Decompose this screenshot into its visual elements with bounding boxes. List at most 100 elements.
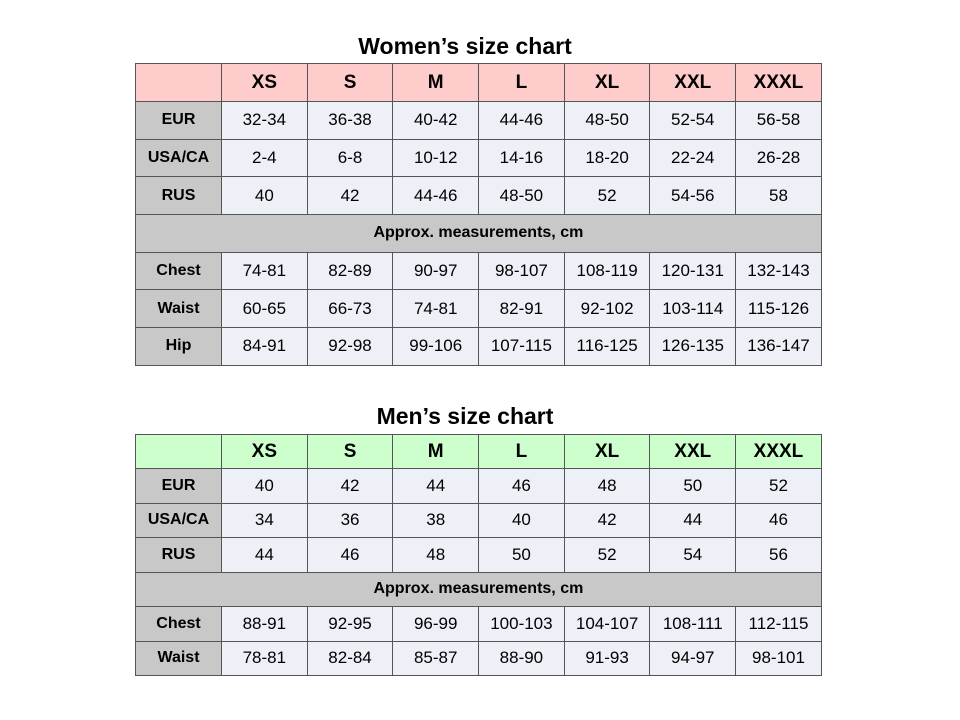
table-cell: 56 [735, 537, 822, 573]
table-cell: 82-91 [478, 289, 565, 329]
table-cell: 10-12 [392, 138, 480, 178]
table-cell: 50 [649, 468, 737, 504]
table-cell: 40 [221, 176, 308, 216]
table-row-hip: Hip 84-91 92-98 99-106 107-115 116-125 1… [135, 327, 822, 366]
table-cell: 44-46 [392, 176, 480, 216]
table-cell: 44 [221, 537, 308, 573]
row-label: Hip [135, 327, 222, 366]
table-cell: 36 [306, 502, 394, 538]
table-cell: 6-8 [306, 138, 394, 178]
table-row-rus: RUS 40 42 44-46 48-50 52 54-56 58 [135, 176, 822, 216]
size-header: XXXL [735, 434, 822, 469]
size-header: S [306, 63, 394, 102]
table-cell: 82-84 [306, 640, 394, 676]
table-row-waist: Waist 78-81 82-84 85-87 88-90 91-93 94-9… [135, 640, 822, 676]
table-cell: 104-107 [563, 606, 651, 642]
size-header: M [392, 434, 480, 469]
table-cell: 126-135 [649, 327, 737, 366]
table-cell: 14-16 [478, 138, 565, 178]
table-row-chest: Chest 74-81 82-89 90-97 98-107 108-119 1… [135, 251, 822, 291]
table-cell: 42 [306, 176, 394, 216]
table-cell: 52-54 [649, 101, 737, 140]
table-cell: 54-56 [649, 176, 737, 216]
table-cell: 92-98 [306, 327, 394, 366]
measurements-band: Approx. measurements, cm [135, 571, 822, 607]
table-cell: 66-73 [306, 289, 394, 329]
table-cell: 54 [649, 537, 737, 573]
table-cell: 48 [563, 468, 651, 504]
size-header: L [478, 63, 565, 102]
size-header: XXXL [735, 63, 822, 102]
table-cell: 40-42 [392, 101, 480, 140]
table-cell: 100-103 [478, 606, 565, 642]
table-cell: 90-97 [392, 251, 480, 291]
table-cell: 82-89 [306, 251, 394, 291]
table-cell: 132-143 [735, 251, 822, 291]
row-label: EUR [135, 468, 222, 504]
table-cell: 44 [392, 468, 480, 504]
table-cell: 48 [392, 537, 480, 573]
table-cell: 60-65 [221, 289, 308, 329]
table-cell: 116-125 [563, 327, 651, 366]
table-cell: 44-46 [478, 101, 565, 140]
table-cell: 91-93 [563, 640, 651, 676]
table-cell: 94-97 [649, 640, 737, 676]
table-cell: 58 [735, 176, 822, 216]
row-label: Waist [135, 289, 222, 329]
size-header: L [478, 434, 565, 469]
table-cell: 103-114 [649, 289, 737, 329]
table-cell: 120-131 [649, 251, 737, 291]
table-cell: 26-28 [735, 138, 822, 178]
table-cell: 46 [478, 468, 565, 504]
header-corner-cell [135, 434, 222, 469]
table-cell: 40 [221, 468, 308, 504]
table-cell: 42 [563, 502, 651, 538]
men-header-row: XS S M L XL XXL XXXL [135, 434, 822, 469]
women-chart-title: Women’s size chart [358, 33, 572, 59]
table-row-rus: RUS 44 46 48 50 52 54 56 [135, 537, 822, 573]
row-label: EUR [135, 101, 222, 140]
table-cell: 40 [478, 502, 565, 538]
men-size-table: XS S M L XL XXL XXXL EUR 40 42 44 46 48 … [135, 434, 822, 676]
women-header-row: XS S M L XL XXL XXXL [135, 63, 822, 102]
table-cell: 52 [563, 176, 651, 216]
size-header: XS [221, 434, 308, 469]
table-cell: 136-147 [735, 327, 822, 366]
table-cell: 115-126 [735, 289, 822, 329]
row-label: Chest [135, 606, 222, 642]
table-cell: 36-38 [306, 101, 394, 140]
table-cell: 74-81 [392, 289, 480, 329]
table-row-eur: EUR 32-34 36-38 40-42 44-46 48-50 52-54 … [135, 101, 822, 140]
table-row-waist: Waist 60-65 66-73 74-81 82-91 92-102 103… [135, 289, 822, 329]
measurements-band-row: Approx. measurements, cm [135, 571, 822, 607]
row-label: RUS [135, 176, 222, 216]
table-cell: 74-81 [221, 251, 308, 291]
table-cell: 92-102 [563, 289, 651, 329]
measurements-band: Approx. measurements, cm [135, 214, 822, 253]
table-cell: 98-101 [735, 640, 822, 676]
table-cell: 22-24 [649, 138, 737, 178]
table-cell: 46 [735, 502, 822, 538]
table-cell: 48-50 [478, 176, 565, 216]
table-cell: 112-115 [735, 606, 822, 642]
table-cell: 85-87 [392, 640, 480, 676]
header-corner-cell [135, 63, 222, 102]
table-row-usa-ca: USA/CA 2-4 6-8 10-12 14-16 18-20 22-24 2… [135, 138, 822, 178]
women-size-table: XS S M L XL XXL XXXL EUR 32-34 36-38 40-… [135, 63, 822, 366]
size-header: S [306, 434, 394, 469]
row-label: USA/CA [135, 502, 222, 538]
table-cell: 108-119 [563, 251, 651, 291]
table-cell: 108-111 [649, 606, 737, 642]
men-chart-title: Men’s size chart [376, 403, 554, 429]
measurements-band-row: Approx. measurements, cm [135, 214, 822, 253]
table-cell: 38 [392, 502, 480, 538]
size-header: M [392, 63, 480, 102]
table-row-usa-ca: USA/CA 34 36 38 40 42 44 46 [135, 502, 822, 538]
table-cell: 99-106 [392, 327, 480, 366]
table-cell: 18-20 [563, 138, 651, 178]
table-cell: 50 [478, 537, 565, 573]
table-cell: 88-90 [478, 640, 565, 676]
table-cell: 46 [306, 537, 394, 573]
table-cell: 2-4 [221, 138, 308, 178]
table-cell: 42 [306, 468, 394, 504]
